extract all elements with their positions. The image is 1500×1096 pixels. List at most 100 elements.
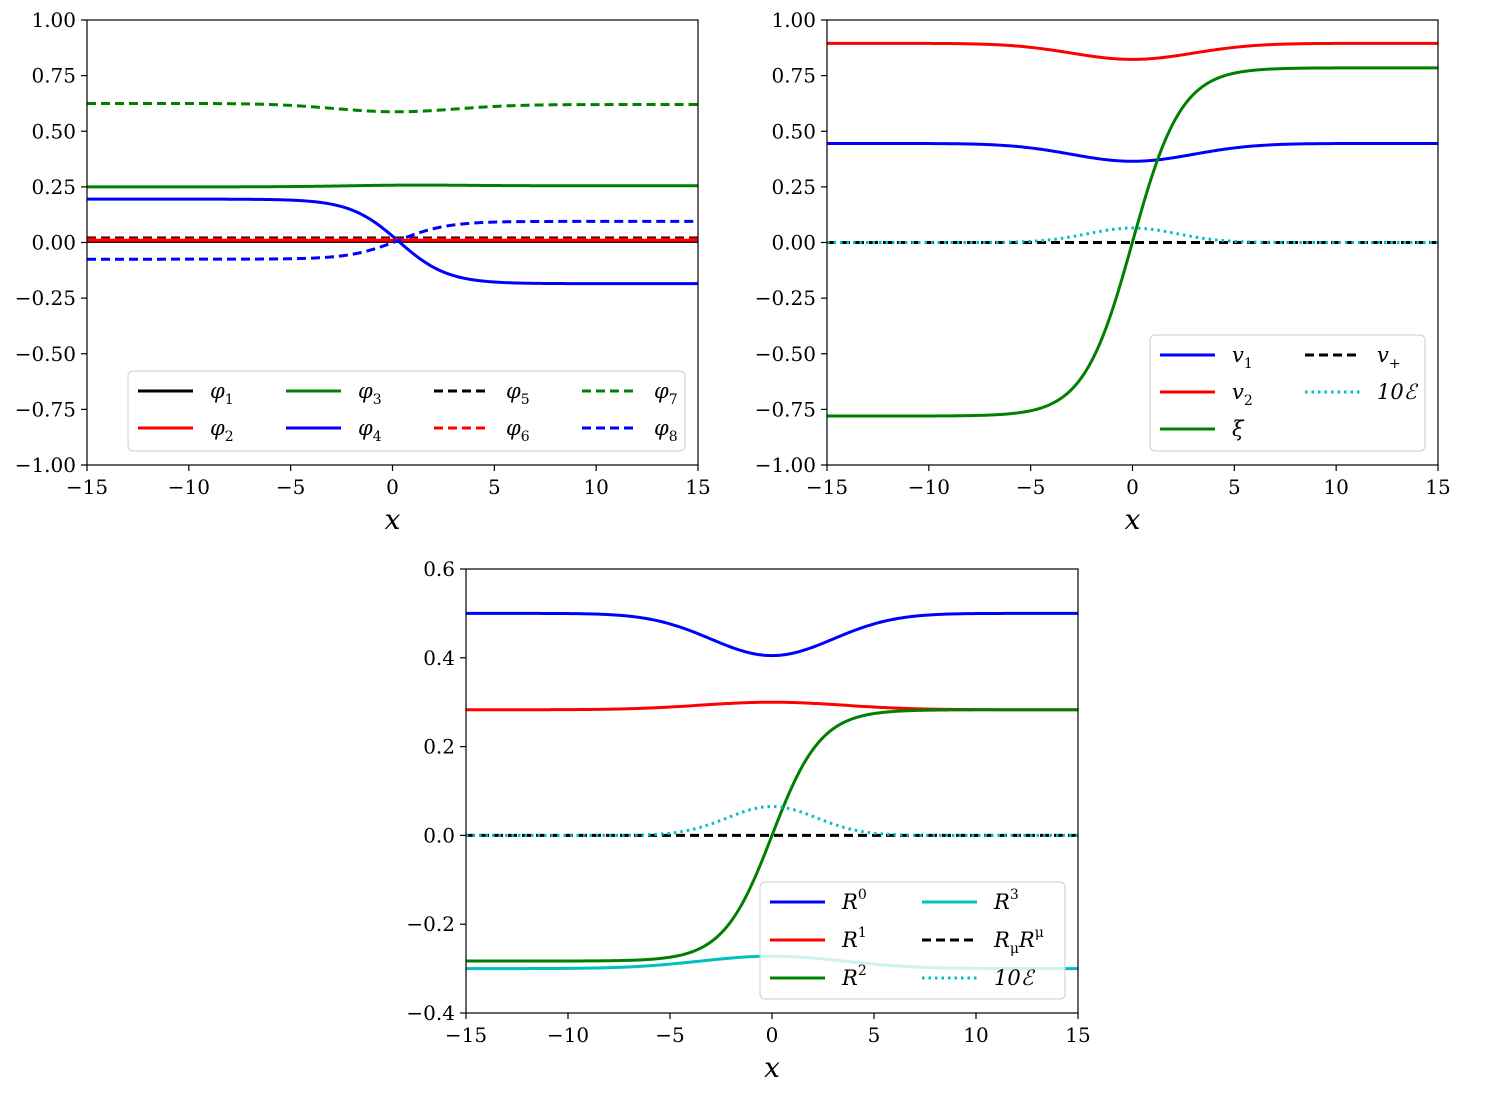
R-legend-item: RμRμ xyxy=(922,925,1044,957)
phi-legend: φ1 φ2 φ3 φ4 φ5 φ6 φ7 φ8 xyxy=(127,370,686,452)
phi-legend-label: φ2 xyxy=(210,416,234,445)
v-ytick-label: −0.50 xyxy=(755,342,816,366)
v-legend-label: ξ xyxy=(1232,417,1245,441)
phi-legend-item: φ1 xyxy=(138,379,234,408)
R-legend-label: 10ℰ xyxy=(994,966,1036,990)
R-xtick-label: −5 xyxy=(655,1023,684,1047)
R-ytick-label: −0.4 xyxy=(406,1001,455,1025)
phi-ytick-label: 0.75 xyxy=(31,64,76,88)
v-x-axis-title: x xyxy=(1125,503,1141,536)
v-xtick-label: 15 xyxy=(1425,475,1450,499)
R-legend-label: R1 xyxy=(841,925,867,952)
panel-r-chart: −15 −10 −5 0 5 10 15−0.4−0.20.00.20.40.6xR0R1R… xyxy=(406,557,1090,1084)
phi-xtick-label: 0 xyxy=(386,475,399,499)
R-series-line-3 xyxy=(466,708,1078,963)
phi-legend-item: φ6 xyxy=(434,416,530,445)
phi-legend-item: φ8 xyxy=(582,416,678,445)
R-legend-box xyxy=(759,881,1066,1000)
v-ytick-label: 0.25 xyxy=(771,175,816,199)
phi-legend-item: φ4 xyxy=(286,416,382,445)
phi-ytick-label: 0.50 xyxy=(31,119,76,143)
R-legend-item: R2 xyxy=(770,963,867,990)
v-legend-label: v2 xyxy=(1232,380,1253,409)
phi-legend-label: φ7 xyxy=(654,379,678,408)
phi-legend-item: φ3 xyxy=(286,379,382,408)
R-series-line-1 xyxy=(466,611,1078,658)
phi-legend-label: φ8 xyxy=(654,416,678,445)
phi-legend-label: φ5 xyxy=(506,379,530,408)
v-series-line-1 xyxy=(827,141,1438,163)
v-xtick-label: 0 xyxy=(1126,475,1139,499)
v-series-line-2 xyxy=(827,41,1438,61)
phi-series-line-4 xyxy=(87,197,698,286)
R-legend-label: R0 xyxy=(841,887,867,914)
v-ytick-label: 1.00 xyxy=(771,8,816,32)
v-legend-item: 10ℰ xyxy=(1305,380,1419,404)
phi-ytick-label: −0.75 xyxy=(15,397,76,421)
phi-legend-item: φ2 xyxy=(138,416,234,445)
phi-ytick-label: −0.50 xyxy=(15,342,76,366)
phi-ytick-label: 0.00 xyxy=(31,231,76,255)
v-xtick-label: 10 xyxy=(1323,475,1348,499)
R-ytick-label: 0.6 xyxy=(423,557,455,581)
phi-legend-label: φ4 xyxy=(358,416,382,445)
v-ytick-label: 0.75 xyxy=(771,64,816,88)
R-ytick-label: 0.2 xyxy=(423,735,455,759)
phi-legend-label: φ1 xyxy=(210,379,234,408)
v-legend-item: ξ xyxy=(1160,417,1245,441)
v-xtick-label: −10 xyxy=(908,475,950,499)
panel-v-chart: −15 −10 −5 0 5 10 15 −1.00 −0.75 −0.50 −0.25 0.00 0.… xyxy=(755,8,1451,536)
R-xtick-label: −15 xyxy=(445,1023,487,1047)
R-ytick-label: 0.0 xyxy=(423,823,455,847)
v-xtick-label: −5 xyxy=(1016,475,1045,499)
R-xtick-label: 15 xyxy=(1065,1023,1090,1047)
R-legend-label: R2 xyxy=(841,963,867,990)
phi-legend-item: φ5 xyxy=(434,379,530,408)
phi-series-line-3 xyxy=(87,183,698,189)
R-legend-item: R0 xyxy=(770,887,867,914)
phi-xtick-label: 15 xyxy=(685,475,710,499)
v-legend-label: v1 xyxy=(1232,343,1253,372)
phi-ytick-label: 0.25 xyxy=(31,175,76,199)
v-ytick-label: −0.25 xyxy=(755,286,816,310)
v-legend-item: v1 xyxy=(1160,343,1253,372)
phi-xtick-label: −5 xyxy=(276,475,305,499)
v-legend-label: v+ xyxy=(1377,343,1401,372)
v-legend-item: v2 xyxy=(1160,380,1253,409)
v-legend-box xyxy=(1149,334,1426,452)
phi-xtick-label: −15 xyxy=(66,475,108,499)
phi-x-axis-title: x xyxy=(385,503,401,536)
R-xtick-label: 5 xyxy=(868,1023,881,1047)
v-series-line-5 xyxy=(827,226,1438,244)
v-legend-label: 10ℰ xyxy=(1377,380,1419,404)
R-xtick-label: 10 xyxy=(963,1023,988,1047)
v-legend-item: v+ xyxy=(1305,343,1401,372)
phi-legend-label: φ3 xyxy=(358,379,382,408)
R-legend: R0 R1 R2 R3 RμRμ 10ℰ xyxy=(759,881,1066,1000)
v-series-line-3 xyxy=(827,66,1438,418)
panel-phi-chart: −15 −10 −5 0 5 10 15 −1.00 −0.75 −0.50 −0.25 0.00 0.… xyxy=(15,8,711,536)
R-xtick-label: −10 xyxy=(547,1023,589,1047)
phi-ytick-label: 1.00 xyxy=(31,8,76,32)
phi-ytick-label: −1.00 xyxy=(15,453,76,477)
phi-ytick-label: −0.25 xyxy=(15,286,76,310)
phi-xtick-label: 10 xyxy=(583,475,608,499)
phi-series-line-7 xyxy=(87,101,698,114)
phi-xtick-label: 5 xyxy=(488,475,501,499)
phi-legend-item: φ7 xyxy=(582,379,678,408)
phi-legend-box xyxy=(127,370,686,452)
R-legend-item: 10ℰ xyxy=(922,966,1036,990)
v-legend: v1 v2 ξ v+ 10ℰ xyxy=(1149,334,1426,452)
phi-series-group xyxy=(87,101,698,286)
phi-legend-label: φ6 xyxy=(506,416,530,445)
phi-series-line-8 xyxy=(87,219,698,261)
R-ytick-label: 0.4 xyxy=(423,646,455,670)
v-xtick-label: 5 xyxy=(1228,475,1241,499)
R-x-axis-title: x xyxy=(764,1051,780,1084)
phi-xtick-label: −10 xyxy=(168,475,210,499)
R-legend-label: R3 xyxy=(993,887,1019,914)
R-xtick-label: 0 xyxy=(766,1023,779,1047)
R-legend-item: R1 xyxy=(770,925,867,952)
R-legend-label: RμRμ xyxy=(993,925,1044,957)
